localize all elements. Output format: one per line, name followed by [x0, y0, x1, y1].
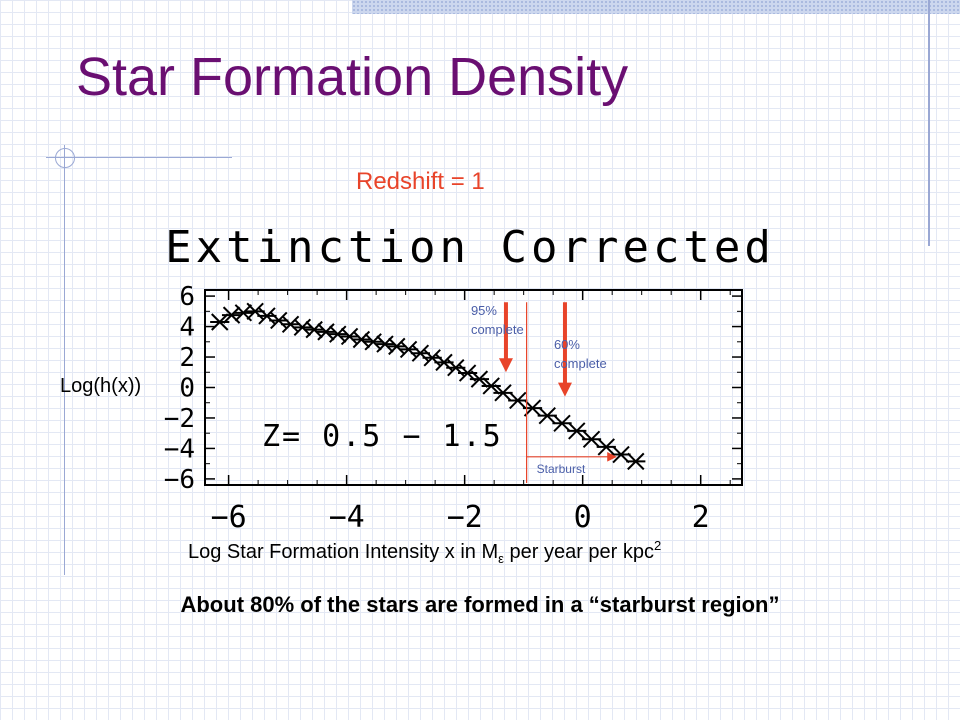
y-tick-label: 4 [179, 313, 195, 343]
ornament-circle [55, 148, 75, 168]
arrow-95-head [498, 358, 513, 373]
title-underline [46, 157, 232, 158]
chart-title: Extinction Corrected [165, 222, 775, 273]
x-tick-label: −6 [211, 500, 247, 535]
completeness-95: 95% complete [471, 302, 524, 373]
starburst-label: Starburst [537, 462, 586, 476]
data-point [375, 335, 395, 353]
completeness-60: 60% complete [554, 302, 607, 397]
x-axis-label-superscript: 2 [654, 538, 661, 553]
data-point [292, 318, 312, 337]
arrow-60-head [557, 382, 572, 397]
starburst-bracket: Starburst [526, 302, 617, 483]
y-tick-label: 6 [179, 282, 195, 312]
z-range-annotation: Z= 0.5 − 1.5 [262, 419, 503, 454]
data-point [567, 422, 587, 440]
caption: About 80% of the stars are formed in a “… [180, 592, 780, 617]
x-axis-label-subscript: ε [498, 551, 504, 566]
arrow-60-label-line2: complete [554, 356, 607, 371]
x-axis-label-suffix: per year per kpc [504, 541, 654, 563]
slide-title: Star Formation Density [76, 47, 629, 107]
data-series [210, 302, 646, 471]
arrow-95-label-line1: 95% [471, 303, 497, 318]
x-tick-label: −2 [447, 500, 483, 535]
x-tick-label: −4 [329, 500, 365, 535]
y-axis-label: Log(h(x)) [60, 375, 141, 397]
data-point [328, 325, 348, 343]
arrow-60-label-line1: 60% [554, 337, 580, 352]
x-tick-label: 2 [692, 500, 710, 535]
data-point [387, 337, 407, 356]
top-right-bar [352, 0, 960, 14]
y-tick-label: −2 [164, 404, 195, 434]
data-point [221, 306, 242, 324]
data-point [469, 370, 490, 388]
data-point [351, 330, 371, 349]
y-tick-label: −4 [164, 434, 195, 464]
data-point [398, 340, 419, 359]
x-axis: −6 −4 −2 0 2 [211, 290, 731, 535]
y-tick-label: −6 [164, 465, 195, 495]
x-axis-label: Log Star Formation Intensity x in Mε per… [188, 538, 661, 566]
arrow-95-label-line2: complete [471, 322, 524, 337]
redshift-label: Redshift = 1 [356, 168, 485, 195]
data-point [210, 313, 230, 331]
data-point [339, 327, 360, 346]
data-point [481, 377, 501, 395]
data-point [269, 311, 289, 330]
y-tick-label: 2 [179, 343, 195, 373]
y-tick-label: 0 [179, 374, 195, 404]
x-tick-label: 0 [574, 500, 592, 535]
data-point [280, 315, 301, 333]
data-point [626, 452, 646, 471]
x-axis-label-prefix: Log Star Formation Intensity x in M [188, 541, 498, 563]
left-vertical-rule [64, 145, 65, 575]
right-vertical-rule [928, 0, 930, 246]
data-point [316, 323, 336, 341]
data-point [304, 320, 324, 339]
data-point [363, 333, 383, 351]
